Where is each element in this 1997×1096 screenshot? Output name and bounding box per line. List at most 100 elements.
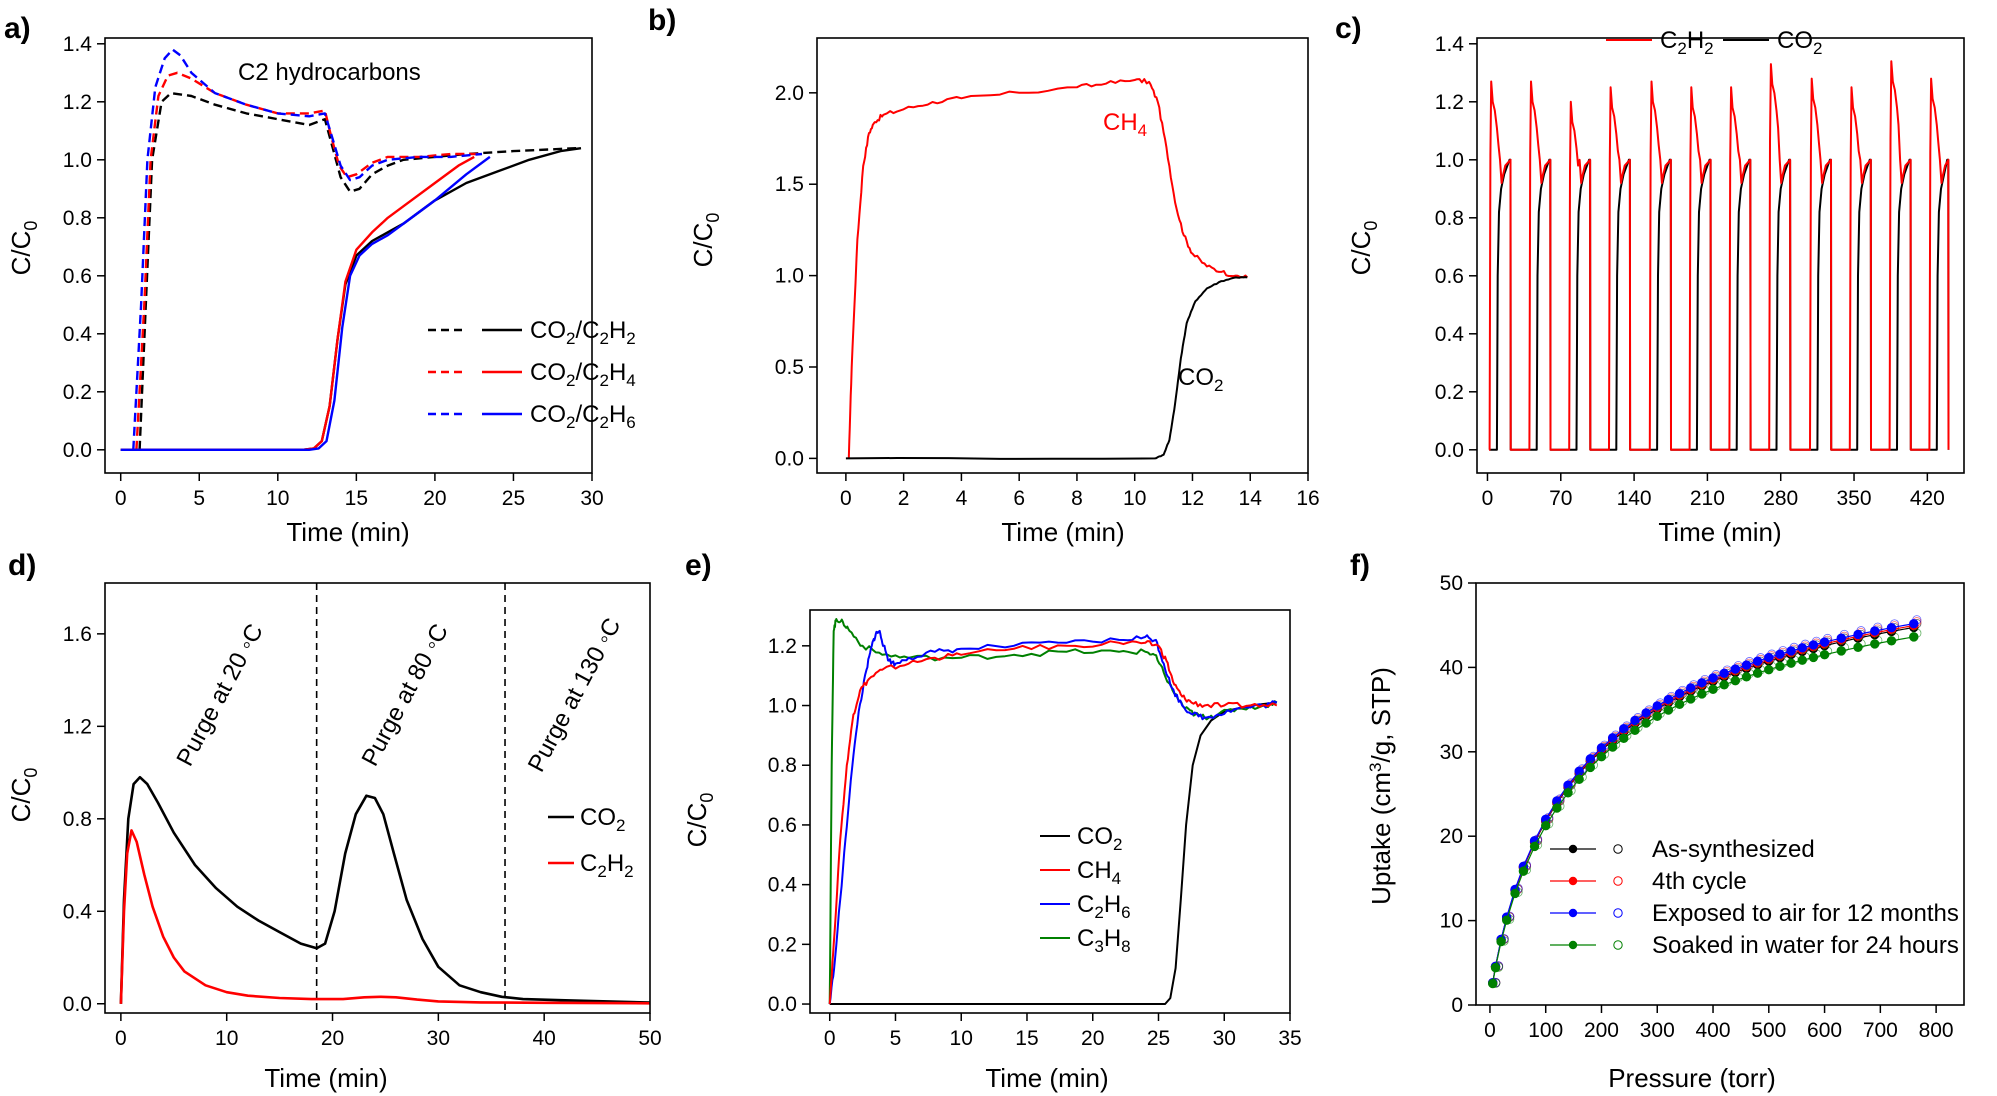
y-tick-label: 0.0: [1435, 439, 1464, 462]
legend-swatch-filled: [1568, 844, 1578, 854]
legend-label: As-synthesized: [1652, 836, 1815, 863]
y-tick-label: 0.5: [775, 356, 804, 379]
legend-label: C2H6: [1077, 891, 1131, 922]
panel-label-b: b): [648, 4, 676, 37]
y-tick-label: 20: [1440, 825, 1463, 848]
y-tick-label: 1.2: [768, 635, 797, 658]
data-point: [1819, 637, 1830, 647]
data-point-desorption: [1889, 619, 1900, 629]
data-point-desorption: [1499, 936, 1509, 946]
data-point-desorption: [1588, 760, 1598, 770]
data-point-desorption: [1622, 731, 1632, 741]
x-tick-label: 35: [1278, 1027, 1301, 1050]
panel-c-xlabel: Time (min): [1658, 517, 1781, 547]
panel-f-legend: As-synthesized 4th cycle Exposed to air fo…: [1550, 836, 1959, 959]
panel-d-ylabel: C/C0: [6, 768, 41, 823]
data-point: [1501, 915, 1512, 925]
x-tick-label: 15: [345, 487, 368, 510]
data-point-desorption: [1544, 819, 1554, 829]
y-tick-label: 0.4: [63, 900, 93, 923]
legend-label: CO2/C2H6: [530, 401, 636, 432]
panel-a-ylabel: C/C0: [6, 221, 41, 276]
panel-a-ticks: 0 5 10 15 20 25 30 0.0 0.2 0.4 0.6 0.8 1.0 1.2 1.4: [63, 33, 604, 510]
purge-label: Purge at 20 ◦C: [171, 620, 268, 771]
panel-c-ylabel: C/C0: [1346, 221, 1381, 276]
legend-label: CO2: [1077, 823, 1122, 854]
data-point-desorption: [1566, 786, 1576, 796]
data-point-desorption: [1666, 702, 1677, 712]
panel-c-legend: C2H2 CO2: [1606, 27, 1822, 58]
x-tick-label: 700: [1863, 1019, 1898, 1042]
x-tick-label: 16: [1296, 487, 1319, 510]
data-point: [1496, 936, 1506, 947]
y-tick-label: 0.2: [63, 381, 92, 404]
panel-d-xlabel: Time (min): [264, 1063, 387, 1093]
series-line: [829, 701, 1277, 1005]
y-tick-label: 0.8: [63, 207, 92, 230]
x-tick-label: 5: [890, 1027, 902, 1050]
data-point-desorption: [1856, 626, 1866, 636]
x-tick-label: 6: [1013, 487, 1025, 510]
data-point: [1563, 788, 1573, 798]
y-tick-label: 1.6: [63, 623, 92, 646]
panel-d-series: [119, 583, 651, 1013]
panel-b-label-ch4: CH4: [1103, 109, 1147, 140]
data-point-desorption: [1532, 840, 1543, 850]
x-tick-label: 0: [1484, 1019, 1496, 1042]
data-point: [1808, 640, 1819, 650]
x-tick-label: 0: [115, 1027, 127, 1050]
legend-label: C2H2: [580, 850, 634, 881]
y-tick-label: 0.4: [1435, 323, 1465, 346]
y-tick-label: 1.0: [63, 149, 92, 172]
data-point: [1488, 978, 1498, 989]
data-point: [1819, 649, 1830, 660]
y-tick-label: 0.0: [63, 993, 92, 1016]
y-tick-label: 1.0: [768, 695, 797, 718]
data-point-desorption: [1611, 730, 1621, 740]
x-tick-label: 300: [1640, 1019, 1675, 1042]
data-point-desorption: [1599, 749, 1610, 759]
data-point: [1797, 643, 1807, 653]
panel-e-xlabel: Time (min): [985, 1063, 1108, 1093]
data-point-desorption: [1822, 633, 1833, 644]
data-point-desorption: [1839, 642, 1849, 652]
panel-c-series: [1488, 60, 1950, 451]
data-point: [1886, 623, 1897, 633]
x-tick-label: 280: [1763, 487, 1798, 510]
data-point-desorption: [1839, 629, 1849, 640]
x-tick-label: 10: [950, 1027, 973, 1050]
legend-label: C2H2: [1660, 27, 1714, 58]
data-point: [1619, 733, 1629, 744]
data-point: [1490, 962, 1501, 973]
data-point: [1775, 649, 1785, 659]
panel-d: d) 0 10 20 30 40 50 0.0 0.4 0.8 1.2 1.6 Time (min)…: [6, 549, 662, 1093]
y-tick-label: 0.2: [768, 933, 797, 956]
panel-b-xlabel: Time (min): [1001, 517, 1124, 547]
y-tick-label: 30: [1440, 741, 1463, 764]
data-point-desorption: [1633, 713, 1643, 723]
data-point-desorption: [1856, 639, 1866, 649]
series-line: [119, 775, 651, 1004]
y-tick-label: 0.6: [1435, 265, 1464, 288]
panel-label-a: a): [4, 12, 31, 45]
data-point-desorption: [1521, 865, 1532, 875]
y-tick-label: 1.0: [1435, 149, 1464, 172]
panel-b: b) 0 2 4 6 8 10 12 14 16 0.0 0.5 1.0 1.5 2.0 Time (mi…: [648, 4, 1320, 547]
y-tick-label: 1.5: [775, 173, 804, 196]
panel-label-d: d): [8, 549, 36, 582]
series-line-dashed: [132, 48, 483, 450]
data-point: [1529, 841, 1540, 852]
y-tick-label: 1.4: [1435, 33, 1465, 56]
legend-label: CO2: [1777, 27, 1822, 58]
x-tick-label: 420: [1910, 487, 1945, 510]
y-tick-label: 10: [1440, 910, 1463, 933]
y-tick-label: 1.2: [63, 715, 92, 738]
x-tick-label: 0: [1482, 487, 1494, 510]
legend-swatch-open: [1613, 844, 1623, 854]
data-point-desorption: [1513, 887, 1523, 897]
panel-a-legend: CO2/C2H2 CO2/C2H4 CO2/C2H6: [428, 317, 636, 432]
y-tick-label: 0.0: [775, 447, 804, 470]
panel-a-frame: [104, 37, 593, 474]
x-tick-label: 30: [1213, 1027, 1236, 1050]
